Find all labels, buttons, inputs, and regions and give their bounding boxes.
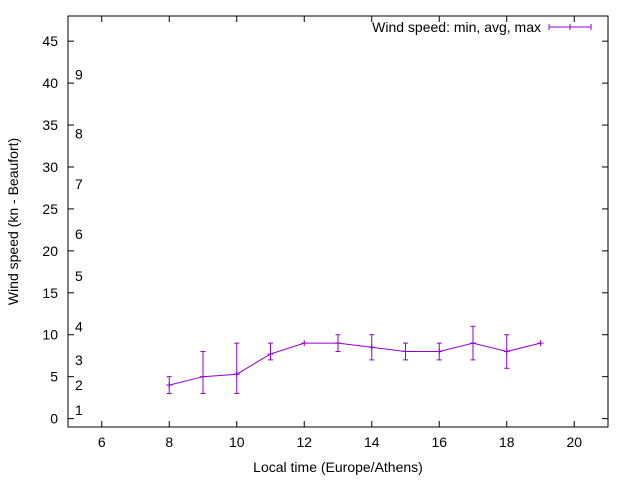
y-axis-label: Wind speed (kn - Beaufort) — [5, 138, 21, 305]
legend-sample — [548, 24, 592, 30]
y-tick-label: 10 — [42, 327, 58, 343]
data-point — [200, 351, 206, 394]
y-tick-label: 35 — [42, 117, 58, 133]
beaufort-label: 9 — [75, 67, 83, 83]
x-tick-label: 12 — [296, 434, 312, 450]
legend: Wind speed: min, avg, max — [372, 19, 592, 35]
y-tick-label: 30 — [42, 159, 58, 175]
plot-area-frame — [67, 15, 609, 428]
beaufort-label: 2 — [75, 377, 83, 393]
y-tick-label: 25 — [42, 201, 58, 217]
data-point — [267, 342, 274, 361]
y-tick-label: 15 — [42, 285, 58, 301]
data-point — [503, 334, 510, 369]
data-point — [335, 334, 341, 353]
data-point — [470, 325, 476, 361]
x-tick-label: 20 — [566, 434, 582, 450]
x-tick-label: 10 — [229, 434, 245, 450]
beaufort-label: 6 — [75, 226, 83, 242]
legend-label: Wind speed: min, avg, max — [372, 19, 541, 35]
y-tick-label: 45 — [42, 33, 58, 49]
data-point — [301, 340, 308, 347]
y-tick-label: 0 — [50, 411, 58, 427]
x-tick-label: 16 — [431, 434, 447, 450]
beaufort-scale-labels: 1 2 3 4 5 6 7 8 9 — [75, 67, 83, 419]
x-tick-label: 18 — [499, 434, 515, 450]
y-tick-label: 40 — [42, 75, 58, 91]
x-tick-label: 14 — [364, 434, 380, 450]
beaufort-label: 1 — [75, 402, 83, 418]
y-tick-label: 20 — [42, 243, 58, 259]
series-layer — [166, 325, 544, 394]
beaufort-label: 7 — [75, 176, 83, 192]
x-axis-label: Local time (Europe/Athens) — [253, 459, 423, 475]
series-line — [169, 342, 541, 386]
data-point — [166, 376, 173, 394]
data-point — [233, 342, 240, 394]
beaufort-label: 4 — [75, 318, 83, 334]
beaufort-label: 5 — [75, 268, 83, 284]
data-point — [368, 334, 375, 361]
data-point — [436, 342, 443, 361]
x-tick-label: 6 — [98, 434, 106, 450]
x-tick-label: 8 — [165, 434, 173, 450]
data-point — [537, 340, 544, 347]
x-axis-ticks: 6 8 10 12 14 16 18 20 — [98, 16, 582, 450]
y-tick-label: 5 — [50, 369, 58, 385]
beaufort-label: 8 — [75, 125, 83, 141]
data-point — [402, 342, 409, 361]
beaufort-label: 3 — [75, 352, 83, 368]
